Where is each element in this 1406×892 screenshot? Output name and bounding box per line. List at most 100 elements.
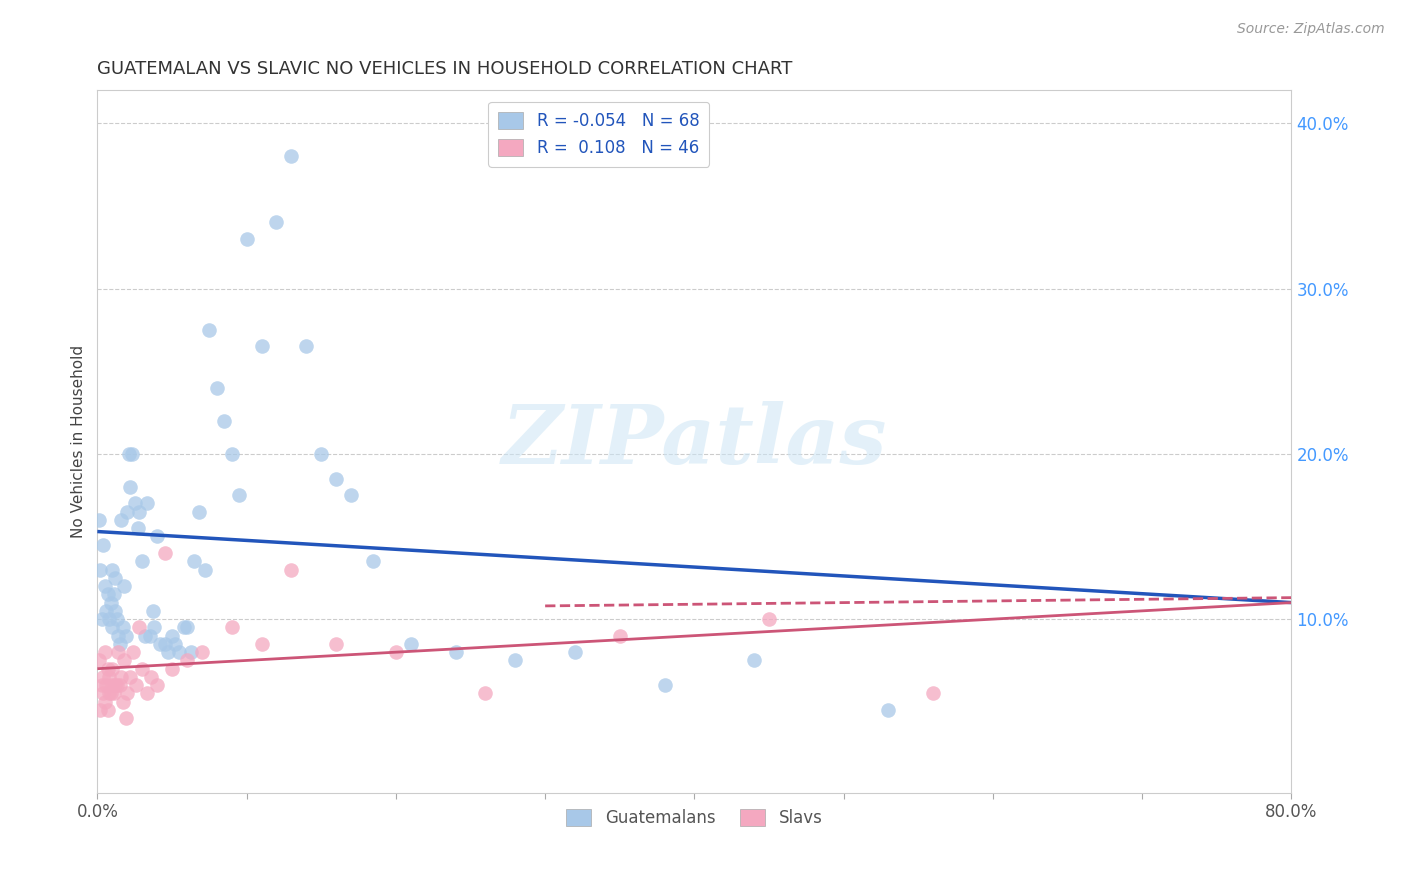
Point [309,447,332,461]
Point [91,686,114,700]
Point [90,678,112,692]
Point [134,629,156,643]
Point [228,488,250,502]
Point [363,554,385,568]
Point [474,686,496,700]
Point [250,637,273,651]
Point [103,587,125,601]
Point [654,678,676,692]
Point [139,670,162,684]
Point [156,645,179,659]
Point [128,620,150,634]
Point [98,612,121,626]
Point [115,505,138,519]
Point [110,670,132,684]
Point [105,612,128,626]
Point [97,587,120,601]
Point [176,653,198,667]
Point [100,686,122,700]
Point [111,695,134,709]
Y-axis label: No Vehicles in Household: No Vehicles in Household [72,345,86,538]
Point [212,414,235,428]
Point [280,563,302,577]
Point [98,670,121,684]
Point [180,645,202,659]
Point [250,339,273,353]
Point [120,670,142,684]
Point [183,554,205,568]
Point [101,678,124,692]
Point [235,232,257,246]
Point [87,653,110,667]
Point [125,678,148,692]
Point [135,496,157,510]
Point [94,645,117,659]
Point [194,563,217,577]
Point [114,711,136,725]
Point [114,629,136,643]
Point [115,686,138,700]
Point [104,571,127,585]
Point [922,686,945,700]
Point [340,488,363,502]
Point [205,381,228,395]
Point [104,604,127,618]
Point [121,447,143,461]
Point [111,620,134,634]
Point [107,645,129,659]
Point [128,505,150,519]
Point [146,529,169,543]
Point [135,686,157,700]
Point [107,629,129,643]
Point [122,645,145,659]
Point [143,620,166,634]
Point [153,637,176,651]
Point [198,323,221,337]
Point [138,629,160,643]
Point [101,620,124,634]
Point [877,703,900,717]
Text: ZIPatlas: ZIPatlas [502,401,887,482]
Point [191,645,214,659]
Point [146,678,169,692]
Point [89,703,111,717]
Point [98,686,121,700]
Point [187,505,209,519]
Point [105,678,128,692]
Point [325,472,347,486]
Point [564,645,586,659]
Point [131,662,153,676]
Point [221,620,243,634]
Point [91,670,114,684]
Point [160,629,183,643]
Point [104,678,127,692]
Point [118,447,141,461]
Point [101,563,124,577]
Point [295,339,318,353]
Point [91,538,114,552]
Point [90,612,112,626]
Point [103,686,125,700]
Point [108,637,131,651]
Point [221,447,243,461]
Point [742,653,765,667]
Point [173,620,195,634]
Point [280,149,302,163]
Point [399,637,422,651]
Point [444,645,467,659]
Point [112,579,135,593]
Point [89,563,111,577]
Point [266,215,288,229]
Point [758,612,780,626]
Point [153,546,176,560]
Point [163,637,186,651]
Text: Source: ZipAtlas.com: Source: ZipAtlas.com [1237,22,1385,37]
Point [100,596,122,610]
Point [94,695,117,709]
Point [101,662,124,676]
Point [385,645,408,659]
Point [503,653,526,667]
Point [97,703,120,717]
Point [149,637,172,651]
Point [160,662,183,676]
